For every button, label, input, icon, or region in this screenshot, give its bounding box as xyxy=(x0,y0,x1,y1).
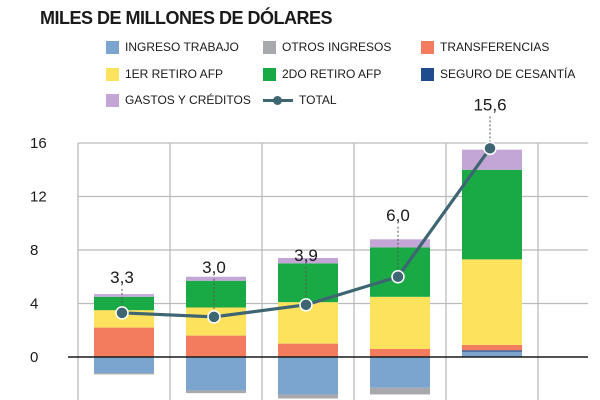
legend-swatch-otros-ingresos xyxy=(263,40,276,54)
legend-item-transferencias: TRANSFERENCIAS xyxy=(421,40,549,54)
legend-label-retiro2: 2DO RETIRO AFP xyxy=(282,67,382,81)
total-data-label: 3,0 xyxy=(202,258,226,277)
legend-item-gastos: GASTOS Y CRÉDITOS xyxy=(106,93,251,107)
legend-label-otros-ingresos: OTROS INGRESOS xyxy=(282,40,392,54)
total-point xyxy=(115,306,129,320)
y-tick-label: 4 xyxy=(30,296,38,313)
legend-item-ingreso-trabajo: INGRESO TRABAJO xyxy=(106,40,239,54)
legend-label-total: TOTAL xyxy=(299,93,337,107)
bar-segment-transferencias xyxy=(370,348,430,357)
total-point xyxy=(483,141,497,156)
bar-segment-otros_ingresos xyxy=(186,390,246,394)
total-data-label: 6,0 xyxy=(386,206,410,225)
legend-swatch-seguro xyxy=(421,67,434,81)
total-data-label: 3,9 xyxy=(294,246,318,265)
bar-segment-otros_ingresos xyxy=(94,373,154,375)
legend-label-transferencias: TRANSFERENCIAS xyxy=(440,40,550,54)
bar-segment-gastos xyxy=(278,258,338,264)
total-point xyxy=(207,310,221,324)
total-point xyxy=(391,270,405,284)
bar-segment-transferencias xyxy=(186,335,246,357)
legend-line-total xyxy=(263,94,293,107)
legend-swatch-ingreso-trabajo xyxy=(106,40,119,54)
legend-item-total: TOTAL xyxy=(263,93,337,107)
bar-segment-seguro xyxy=(462,350,522,352)
legend-label-ingreso-trabajo: INGRESO TRABAJO xyxy=(125,40,239,54)
bar-segment-retiro1 xyxy=(462,259,522,345)
legend-swatch-gastos xyxy=(106,93,119,107)
bar-segment-ingreso_trabajo xyxy=(186,357,246,391)
bar-segment-otros_ingresos xyxy=(370,387,430,395)
total-data-label: 15,6 xyxy=(473,95,506,114)
bar-segment-retiro2 xyxy=(186,280,246,308)
bar-segment-ingreso_trabajo xyxy=(462,351,522,357)
bar-segment-transferencias xyxy=(94,327,154,357)
legend-item-seguro: SEGURO DE CESANTÍA xyxy=(421,67,575,81)
legend-swatch-retiro2 xyxy=(263,67,276,81)
bar-segment-retiro2 xyxy=(94,296,154,311)
total-data-label: 3,3 xyxy=(110,268,134,287)
bar-segment-retiro1 xyxy=(370,296,430,349)
legend-item-retiro2: 2DO RETIRO AFP xyxy=(263,67,381,81)
legend-swatch-transferencias xyxy=(421,40,434,54)
bar-segment-ingreso_trabajo xyxy=(370,357,430,388)
y-tick-label: 0 xyxy=(30,349,38,366)
y-tick-label: 12 xyxy=(30,189,47,206)
bar-segment-retiro2 xyxy=(462,169,522,260)
legend-item-retiro1: 1ER RETIRO AFP xyxy=(106,67,223,81)
legend-swatch-retiro1 xyxy=(106,67,119,81)
bar-segment-otros_ingresos xyxy=(278,394,338,399)
total-point xyxy=(299,298,313,312)
bar-segment-gastos xyxy=(94,294,154,297)
bar-segment-retiro2 xyxy=(278,263,338,303)
legend-item-otros-ingresos: OTROS INGRESOS xyxy=(263,40,391,54)
chart-title: MILES DE MILLONES DE DÓLARES xyxy=(40,8,333,28)
legend-label-gastos: GASTOS Y CRÉDITOS xyxy=(125,93,251,107)
bar-segment-transferencias xyxy=(462,344,522,351)
bar-segment-transferencias xyxy=(278,343,338,357)
legend-label-seguro: SEGURO DE CESANTÍA xyxy=(440,67,576,81)
y-tick-label: 16 xyxy=(30,135,47,152)
y-tick-label: 8 xyxy=(30,242,38,259)
bar-segment-gastos xyxy=(370,239,430,248)
legend-label-retiro1: 1ER RETIRO AFP xyxy=(125,67,224,81)
legend: INGRESO TRABAJO OTROS INGRESOS TRANSFERE… xyxy=(0,0,600,115)
bar-segment-ingreso_trabajo xyxy=(278,357,338,395)
bar-segment-ingreso_trabajo xyxy=(94,357,154,374)
bar-segment-gastos xyxy=(186,276,246,281)
